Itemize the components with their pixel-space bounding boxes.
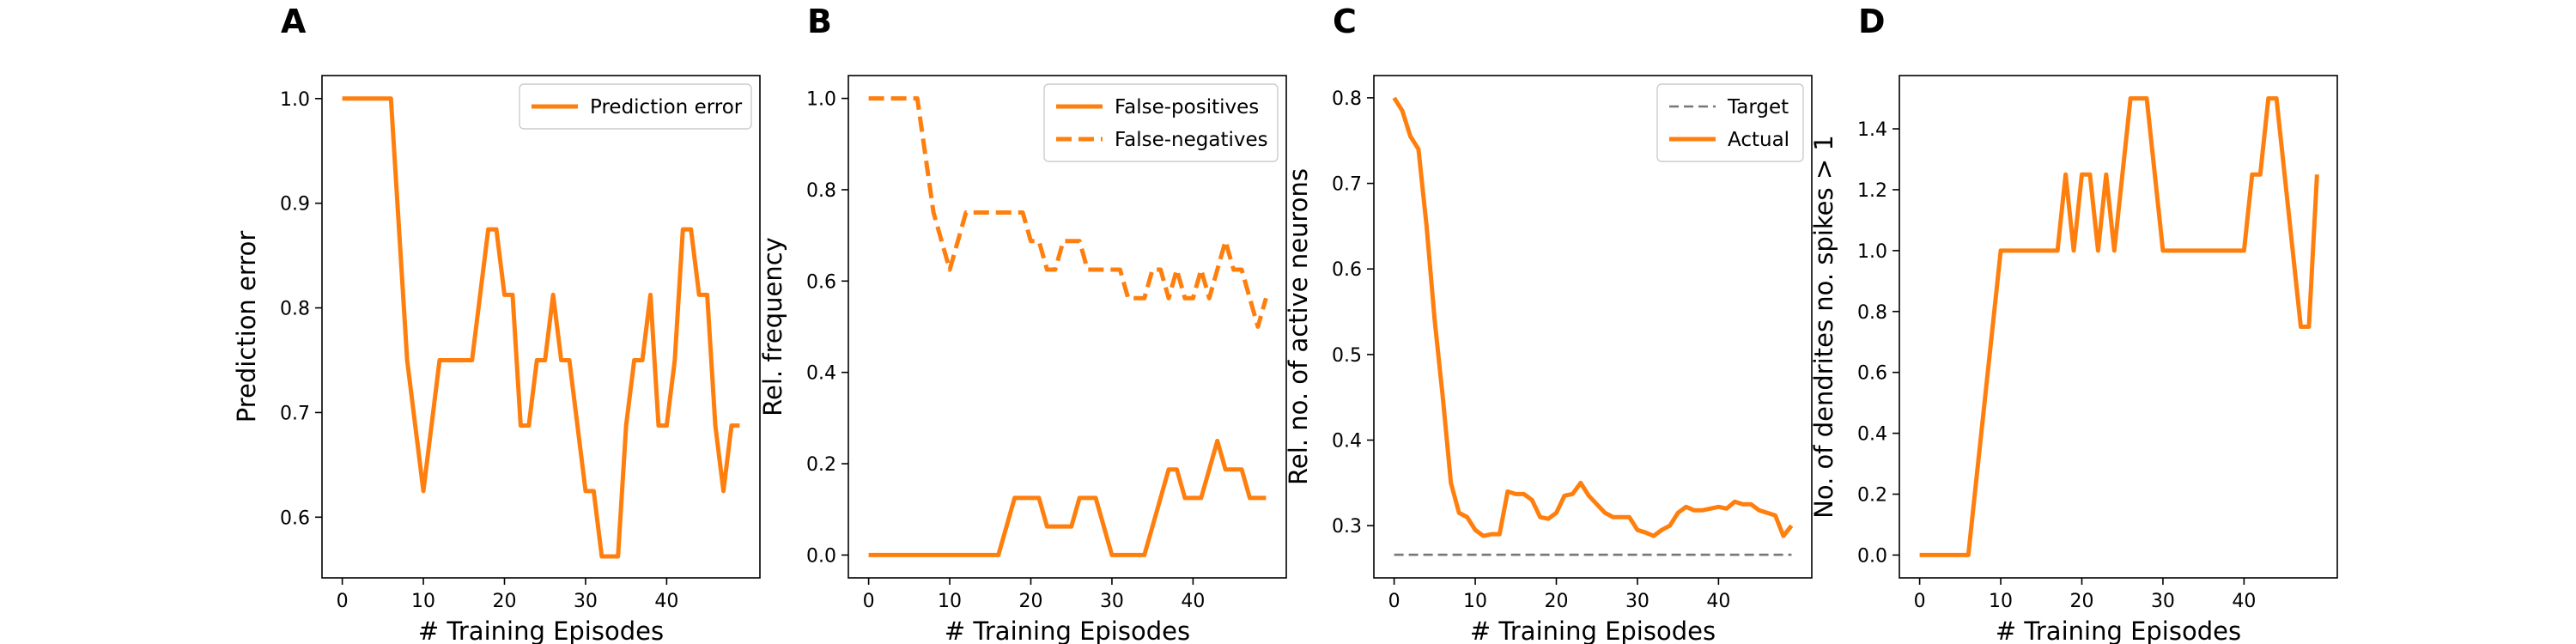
axes-frame xyxy=(1899,75,2338,579)
legend-label: Target xyxy=(1727,96,1789,118)
y-tick-label: 0.5 xyxy=(1332,345,1362,367)
series-line-prediction-error xyxy=(342,96,740,559)
x-tick-label: 20 xyxy=(2070,591,2094,612)
legend: False-positives False-negatives xyxy=(1043,83,1279,162)
x-tick-label: 0 xyxy=(1914,591,1926,612)
x-tick-label: 40 xyxy=(2232,591,2256,612)
y-tick-label: 1.0 xyxy=(280,89,310,111)
y-tick-label: 1.4 xyxy=(1857,119,1887,141)
panel-b: B 0 10 20 30 40 0.0 0.2 0.4 0.6 0.8 1.0 # Training E… xyxy=(758,3,1287,644)
x-tick-label: 30 xyxy=(1625,591,1649,612)
x-tick-label: 20 xyxy=(493,591,517,612)
panel-letter: A xyxy=(281,3,307,40)
x-axis-label: # Training Episodes xyxy=(1996,617,2241,644)
y-axis-label: Prediction error xyxy=(232,231,261,423)
y-tick-label: 0.2 xyxy=(1857,485,1887,507)
y-axis-label: No. of dendrites no. spikes > 1 xyxy=(1809,135,1838,519)
y-tick-label: 1.2 xyxy=(1857,180,1887,202)
y-tick-label: 0.6 xyxy=(1332,259,1362,281)
x-tick-label: 30 xyxy=(574,591,598,612)
y-tick-label: 0.4 xyxy=(1332,431,1362,453)
y-tick-label: 0.2 xyxy=(806,454,836,476)
x-tick-label: 40 xyxy=(1181,591,1205,612)
axes-frame xyxy=(848,75,1287,579)
legend-box xyxy=(519,83,752,130)
y-tick-label: 0.3 xyxy=(1332,516,1362,538)
x-tick-label: 30 xyxy=(2151,591,2175,612)
panel-a: A 0 10 20 30 40 0.6 0.7 0.8 0.9 1.0 # Training Epis… xyxy=(232,3,761,644)
y-tick-label: 0.0 xyxy=(1857,545,1887,567)
legend-label: False-negatives xyxy=(1115,129,1268,151)
x-tick-label: 40 xyxy=(1706,591,1730,612)
legend-label: False-positives xyxy=(1115,96,1259,118)
legend-box xyxy=(1656,83,1804,162)
panel-c: C 0 10 20 30 40 0.3 0.4 0.5 0.6 0.7 0.8 # Training E… xyxy=(1284,3,1813,644)
x-tick-label: 40 xyxy=(654,591,678,612)
panel-letter: C xyxy=(1333,3,1357,40)
panel-letter: D xyxy=(1858,3,1886,40)
panel-letter: B xyxy=(807,3,832,40)
x-axis-label: # Training Episodes xyxy=(945,617,1190,644)
y-tick-label: 0.7 xyxy=(1332,174,1362,196)
x-tick-label: 30 xyxy=(1100,591,1124,612)
panel-d: D 0 10 20 30 40 0.0 0.2 0.4 0.6 0.8 1.0 1.2 1.4 # Trai… xyxy=(1809,3,2338,644)
x-tick-label: 10 xyxy=(938,591,962,612)
y-tick-label: 1.0 xyxy=(806,89,836,111)
y-tick-label: 0.7 xyxy=(280,403,310,424)
x-tick-label: 10 xyxy=(411,591,435,612)
series-line-false-negatives xyxy=(868,96,1268,329)
x-tick-label: 20 xyxy=(1019,591,1043,612)
y-tick-label: 0.6 xyxy=(1857,363,1887,385)
legend: Target Actual xyxy=(1656,83,1804,162)
x-axis-label: # Training Episodes xyxy=(1470,617,1716,644)
legend-box xyxy=(1043,83,1279,162)
axes-frame xyxy=(321,75,761,579)
x-tick-label: 0 xyxy=(863,591,875,612)
y-axis-label: Rel. no. of active neurons xyxy=(1284,168,1313,485)
y-axis-label: Rel. frequency xyxy=(758,237,787,416)
x-tick-label: 0 xyxy=(337,591,349,612)
y-tick-label: 0.8 xyxy=(1332,88,1362,110)
legend: Prediction error xyxy=(519,83,752,130)
axes-frame xyxy=(1373,75,1813,579)
y-tick-label: 0.8 xyxy=(280,299,310,320)
y-tick-label: 0.4 xyxy=(1857,424,1887,446)
x-tick-label: 0 xyxy=(1388,591,1400,612)
series-line-false-positives xyxy=(868,438,1267,557)
y-tick-label: 0.8 xyxy=(1857,302,1887,324)
series-line-actual xyxy=(1392,96,1794,538)
x-tick-label: 10 xyxy=(1989,591,2013,612)
series-line xyxy=(1919,96,2319,557)
x-tick-label: 10 xyxy=(1463,591,1487,612)
y-tick-label: 0.8 xyxy=(806,180,836,202)
x-axis-label: # Training Episodes xyxy=(418,617,664,644)
legend-label: Actual xyxy=(1728,129,1789,151)
y-tick-label: 0.0 xyxy=(806,545,836,567)
y-tick-label: 1.0 xyxy=(1857,241,1887,263)
y-tick-label: 0.4 xyxy=(806,363,836,385)
y-tick-label: 0.9 xyxy=(280,194,310,216)
legend-label: Prediction error xyxy=(590,96,743,118)
y-tick-label: 0.6 xyxy=(806,271,836,293)
y-tick-label: 0.6 xyxy=(280,507,310,529)
x-tick-label: 20 xyxy=(1545,591,1569,612)
